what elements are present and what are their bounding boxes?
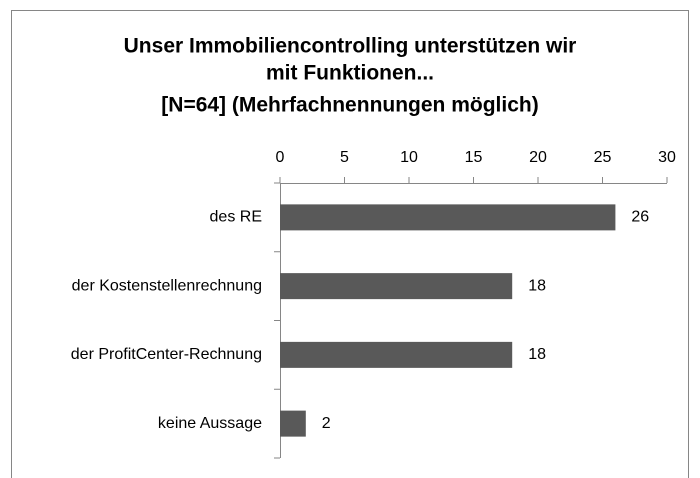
x-tick-label: 30 [658, 149, 676, 166]
y-tick-label: des RE [210, 209, 262, 226]
x-tick-label: 15 [465, 149, 483, 166]
bar [280, 204, 616, 231]
data-label: 18 [528, 346, 546, 363]
x-tick-label: 20 [529, 149, 547, 166]
chart-border [11, 10, 689, 478]
bar [280, 410, 306, 437]
y-tick-label: der Kostenstellenrechnung [72, 277, 262, 294]
chart-title: Unser Immobiliencontrolling unterstützen… [124, 35, 577, 58]
data-label: 2 [322, 415, 331, 432]
bar [280, 341, 513, 368]
y-tick-label: keine Aussage [158, 415, 262, 432]
x-tick-label: 0 [276, 149, 285, 166]
data-label: 26 [631, 209, 649, 226]
x-tick-label: 10 [400, 149, 418, 166]
bar [280, 273, 513, 300]
data-label: 18 [528, 277, 546, 294]
x-tick-label: 25 [594, 149, 612, 166]
y-tick-label: der ProfitCenter-Rechnung [71, 346, 262, 363]
chart-title: mit Funktionen... [266, 62, 434, 85]
x-tick-label: 5 [340, 149, 349, 166]
chart-title: [N=64] (Mehrfachnennungen möglich) [161, 94, 538, 117]
